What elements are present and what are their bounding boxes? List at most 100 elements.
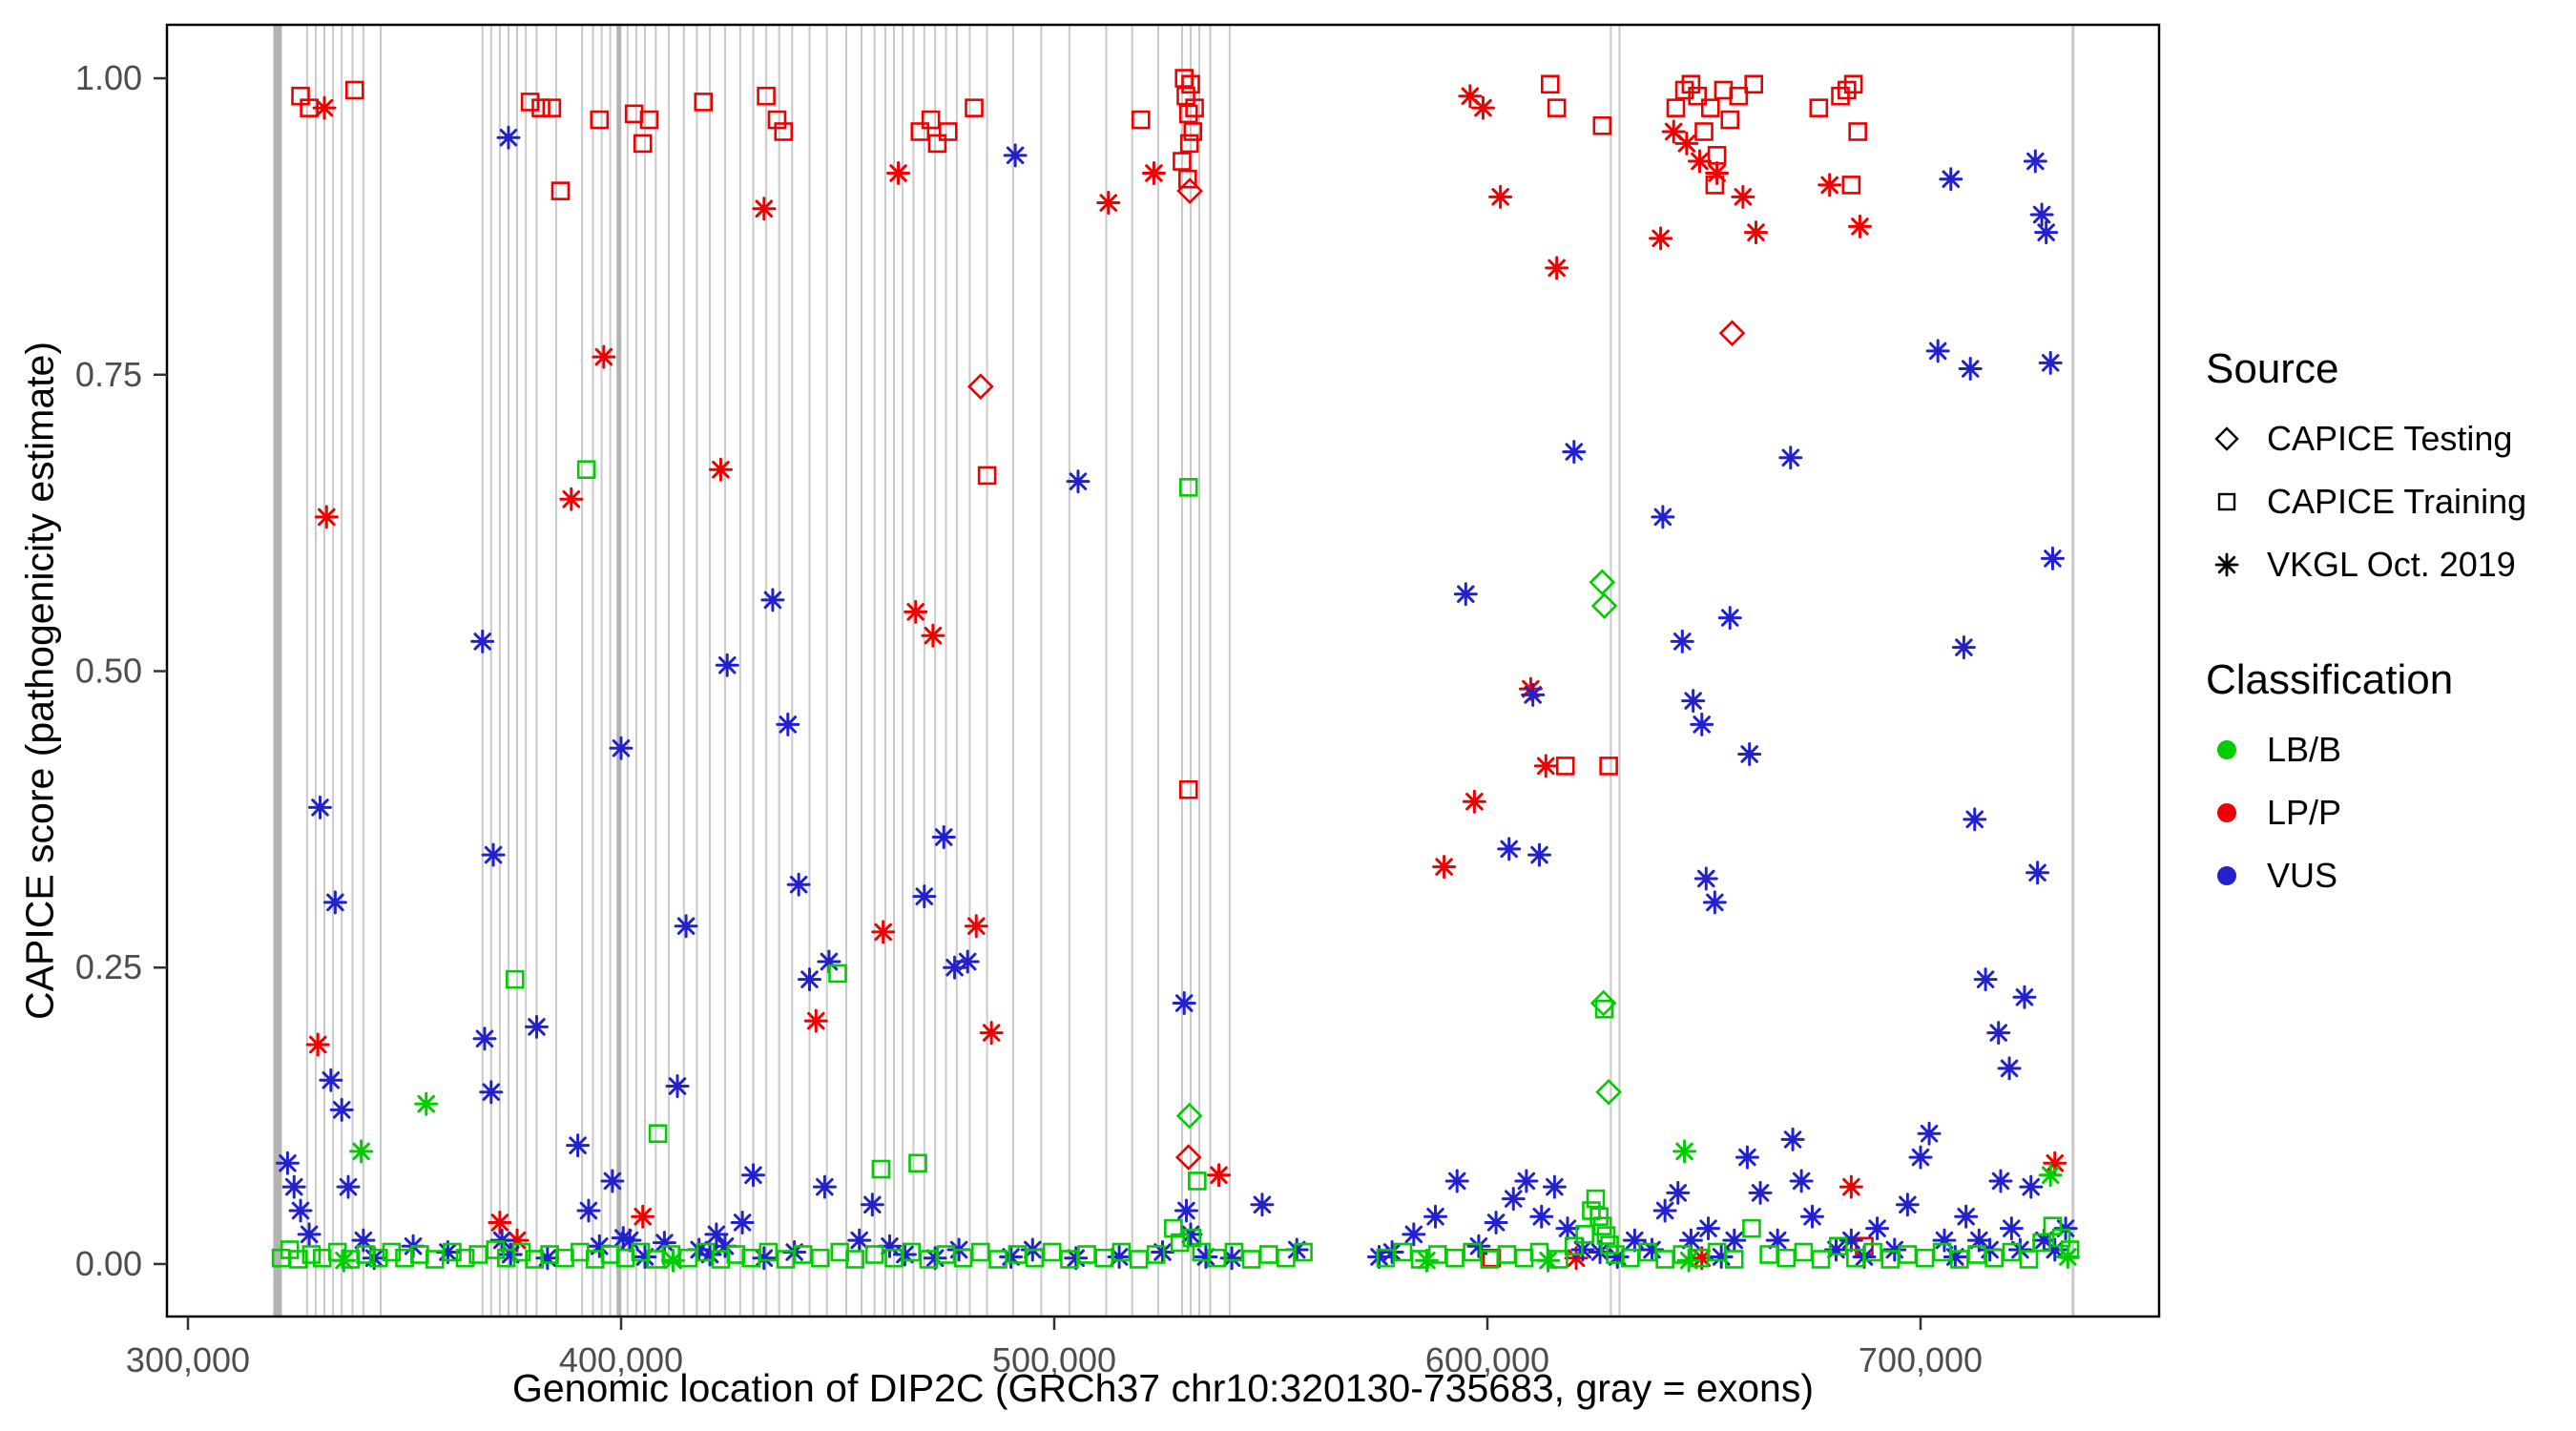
point-asterisk xyxy=(1737,741,1762,766)
point-square xyxy=(1541,74,1560,94)
point-square xyxy=(1841,176,1861,195)
y-tick-label: 0.75 xyxy=(75,355,142,394)
point-diamond xyxy=(1175,1102,1203,1130)
point-asterisk xyxy=(1555,1216,1580,1241)
point-square xyxy=(1688,86,1707,106)
dot-glyph xyxy=(2206,855,2248,897)
point-square xyxy=(576,460,596,480)
point-asterisk xyxy=(414,1091,439,1116)
x-tick-label: 300,000 xyxy=(126,1340,250,1379)
point-asterisk xyxy=(1717,606,1742,631)
point-asterisk xyxy=(1380,1240,1404,1265)
point-square xyxy=(1811,1250,1831,1269)
point-asterisk xyxy=(1687,149,1712,174)
point-asterisk xyxy=(860,1192,884,1217)
point-asterisk xyxy=(1529,1204,1554,1229)
point-square xyxy=(1681,74,1701,94)
point-square xyxy=(1831,86,1850,106)
point-asterisk xyxy=(609,736,634,760)
point-asterisk xyxy=(1651,505,1675,529)
point-asterisk xyxy=(1367,1244,1391,1269)
point-asterisk xyxy=(886,160,911,185)
point-asterisk xyxy=(1823,1237,1848,1262)
diamond-icon xyxy=(2214,426,2239,451)
point-asterisk xyxy=(435,1240,460,1265)
asterisk-icon xyxy=(2214,552,2239,577)
point-diamond xyxy=(1174,1144,1202,1171)
point-asterisk xyxy=(297,1222,322,1247)
point-diamond xyxy=(1176,177,1203,204)
point-square xyxy=(757,86,776,106)
point-asterisk xyxy=(288,1198,313,1223)
point-asterisk xyxy=(847,1228,872,1253)
point-asterisk xyxy=(600,1169,625,1193)
point-asterisk xyxy=(1194,1244,1218,1269)
point-asterisk xyxy=(1488,184,1513,209)
point-square xyxy=(1586,1189,1606,1209)
point-asterisk xyxy=(305,1032,330,1057)
legend-item-label: LB/B xyxy=(2267,730,2342,769)
point-asterisk xyxy=(1735,1145,1759,1170)
legend: Source CAPICE Testing CAPICE Training VKGL… xyxy=(2206,345,2526,918)
point-square xyxy=(864,1245,884,1264)
point-asterisk xyxy=(1670,629,1694,653)
point-asterisk xyxy=(1709,1244,1734,1269)
point-square xyxy=(1744,74,1764,94)
point-asterisk xyxy=(752,1246,777,1271)
point-square xyxy=(590,110,610,130)
point-asterisk xyxy=(812,1174,837,1199)
point-asterisk xyxy=(275,1151,300,1175)
point-asterisk xyxy=(1942,1244,1967,1269)
point-asterisk xyxy=(1003,143,1028,168)
point-asterisk xyxy=(1453,582,1478,607)
point-asterisk xyxy=(611,1226,635,1251)
point-asterisk xyxy=(1973,967,1998,992)
point-asterisk xyxy=(1690,712,1714,736)
point-square xyxy=(921,110,941,130)
point-square xyxy=(694,93,714,112)
y-tick-label: 0.25 xyxy=(75,947,142,986)
point-square xyxy=(1183,122,1203,141)
point-diamond xyxy=(1590,592,1618,619)
point-asterisk xyxy=(2038,1163,2063,1188)
point-square xyxy=(1596,1226,1616,1245)
point-asterisk xyxy=(904,599,928,624)
y-tick-label: 1.00 xyxy=(75,58,142,97)
point-asterisk xyxy=(1588,1240,1612,1265)
point-asterisk xyxy=(964,914,988,939)
legend-source-item-2: VKGL Oct. 2019 xyxy=(2206,544,2526,586)
point-asterisk xyxy=(740,1163,765,1188)
point-square xyxy=(1592,115,1612,135)
point-asterisk xyxy=(1693,866,1718,891)
point-asterisk xyxy=(1696,1216,1721,1241)
legend-classification-items: LB/B LP/P VUS xyxy=(2206,729,2526,897)
square-glyph xyxy=(2206,481,2248,523)
point-asterisk xyxy=(912,884,937,909)
point-square xyxy=(1174,69,1194,88)
point-square xyxy=(1599,757,1618,776)
point-asterisk xyxy=(479,1080,504,1105)
point-asterisk xyxy=(505,1228,530,1253)
point-asterisk xyxy=(1640,1237,1665,1262)
point-asterisk xyxy=(1882,1237,1907,1262)
point-asterisk xyxy=(1678,1228,1703,1253)
point-asterisk xyxy=(1141,160,1166,185)
point-asterisk xyxy=(2040,546,2065,570)
square-icon xyxy=(2217,492,2236,511)
point-asterisk xyxy=(760,588,785,612)
diamond-glyph xyxy=(2206,418,2248,460)
point-asterisk xyxy=(1839,1228,1863,1253)
point-asterisk xyxy=(892,1242,917,1267)
point-asterisk xyxy=(1800,1204,1824,1229)
point-asterisk xyxy=(1966,1228,1991,1253)
point-asterisk xyxy=(319,1068,343,1092)
point-asterisk xyxy=(652,1231,676,1255)
point-asterisk xyxy=(322,890,347,915)
point-square xyxy=(1178,169,1197,189)
x-tick-label: 700,000 xyxy=(1859,1340,1983,1379)
point-asterisk xyxy=(665,1074,690,1099)
point-square xyxy=(908,1153,927,1173)
point-square xyxy=(1182,1228,1202,1248)
point-asterisk xyxy=(307,795,332,819)
